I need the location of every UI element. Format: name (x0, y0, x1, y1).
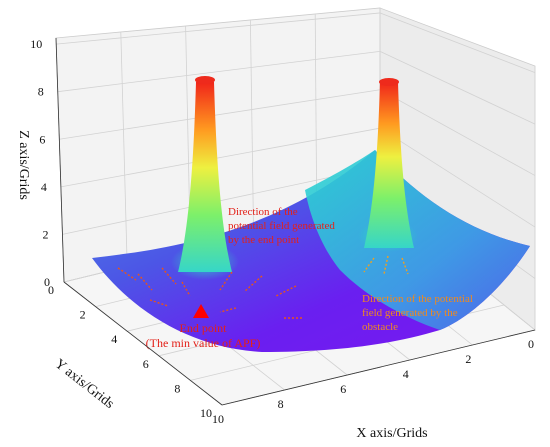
obstacle-field-annotation-line-3: obstacle (362, 321, 398, 333)
z-tick-label: 2 (42, 227, 48, 241)
tick-labels: 0 2 4 6 8 10 0 2 4 6 8 10 0 2 4 6 8 10 (30, 37, 534, 426)
obstacle-peaks (178, 76, 414, 272)
y-tick-label: 6 (143, 357, 149, 371)
x-tick-label: 0 (528, 337, 534, 351)
z-gridline (59, 89, 381, 140)
obstacle-field-annotation-line-2: field generated by the (362, 307, 458, 319)
x-tick-label: 8 (278, 397, 284, 411)
axis-lines (55, 37, 536, 406)
x-axis-title: X axis/Grids (356, 426, 427, 441)
obstacle-field-arrows (363, 255, 409, 275)
z-gridline (379, 127, 536, 228)
x-tick-label: 6 (340, 382, 346, 396)
z-axis-line (55, 37, 65, 283)
x-tick-label: 2 (465, 352, 471, 366)
field-arrow (137, 273, 153, 291)
obstacle-peak-2-top (379, 78, 399, 86)
field-arrow (181, 281, 191, 297)
z-gridline (62, 166, 381, 235)
surface-right-edge (305, 150, 530, 330)
z-tick-label: 10 (30, 37, 42, 51)
end-field-annotation-line-3: by the end point (228, 234, 299, 246)
x-gridline (250, 19, 254, 236)
field-arrow (219, 307, 237, 313)
field-arrow (161, 267, 177, 285)
end-point-field-arrows (117, 267, 302, 319)
z-tick-label: 0 (44, 275, 50, 289)
obstacle-peak-2 (364, 82, 414, 248)
y-tick-label: 0 (48, 283, 54, 297)
field-arrow (401, 257, 409, 275)
z-axis-title: Z axis/Grids (16, 130, 31, 200)
field-arrow (363, 257, 375, 273)
obstacle-peak-1 (178, 82, 232, 272)
z-gridline (379, 50, 536, 125)
field-arrow (243, 275, 263, 293)
obstacle-peak-1-top (195, 76, 215, 84)
y-tick-label: 2 (80, 308, 86, 322)
y-tick-label: 10 (200, 406, 212, 420)
z-tick-label: 8 (38, 85, 44, 99)
end-point-annotation: End point (The min value of APF) (146, 321, 261, 350)
x-tick-label: 4 (403, 367, 409, 381)
y-axis-title: Y axis/Grids (52, 357, 117, 412)
field-arrow (383, 255, 389, 275)
x-axis-line (221, 329, 536, 406)
z-tick-label: 6 (39, 132, 45, 146)
z-gridline (379, 89, 536, 176)
end-point-annotation-line-1: End point (180, 321, 228, 335)
y-axis-line (63, 281, 223, 406)
end-field-annotation-line-2: potential field generated (228, 220, 335, 232)
end-point-marker (193, 304, 209, 318)
z-gridline (60, 127, 381, 188)
z-gridline (57, 50, 381, 93)
end-field-annotation-line-1: Direction of the (228, 206, 298, 218)
field-arrow (149, 299, 169, 307)
y-tick-label: 8 (174, 381, 180, 395)
y-tick-label: 4 (111, 332, 117, 346)
z-gridline (379, 12, 536, 73)
end-point-annotation-line-2: (The min value of APF) (146, 336, 261, 350)
x-tick-label: 10 (212, 412, 224, 426)
x-gridline (120, 31, 128, 267)
obstacle-field-annotation: Direction of the potential field generat… (362, 293, 473, 333)
end-field-annotation: Direction of the potential field generat… (228, 206, 335, 246)
z-tick-label: 4 (41, 180, 47, 194)
obstacle-field-annotation-line-1: Direction of the potential (362, 293, 473, 305)
z-gridline (56, 12, 381, 45)
